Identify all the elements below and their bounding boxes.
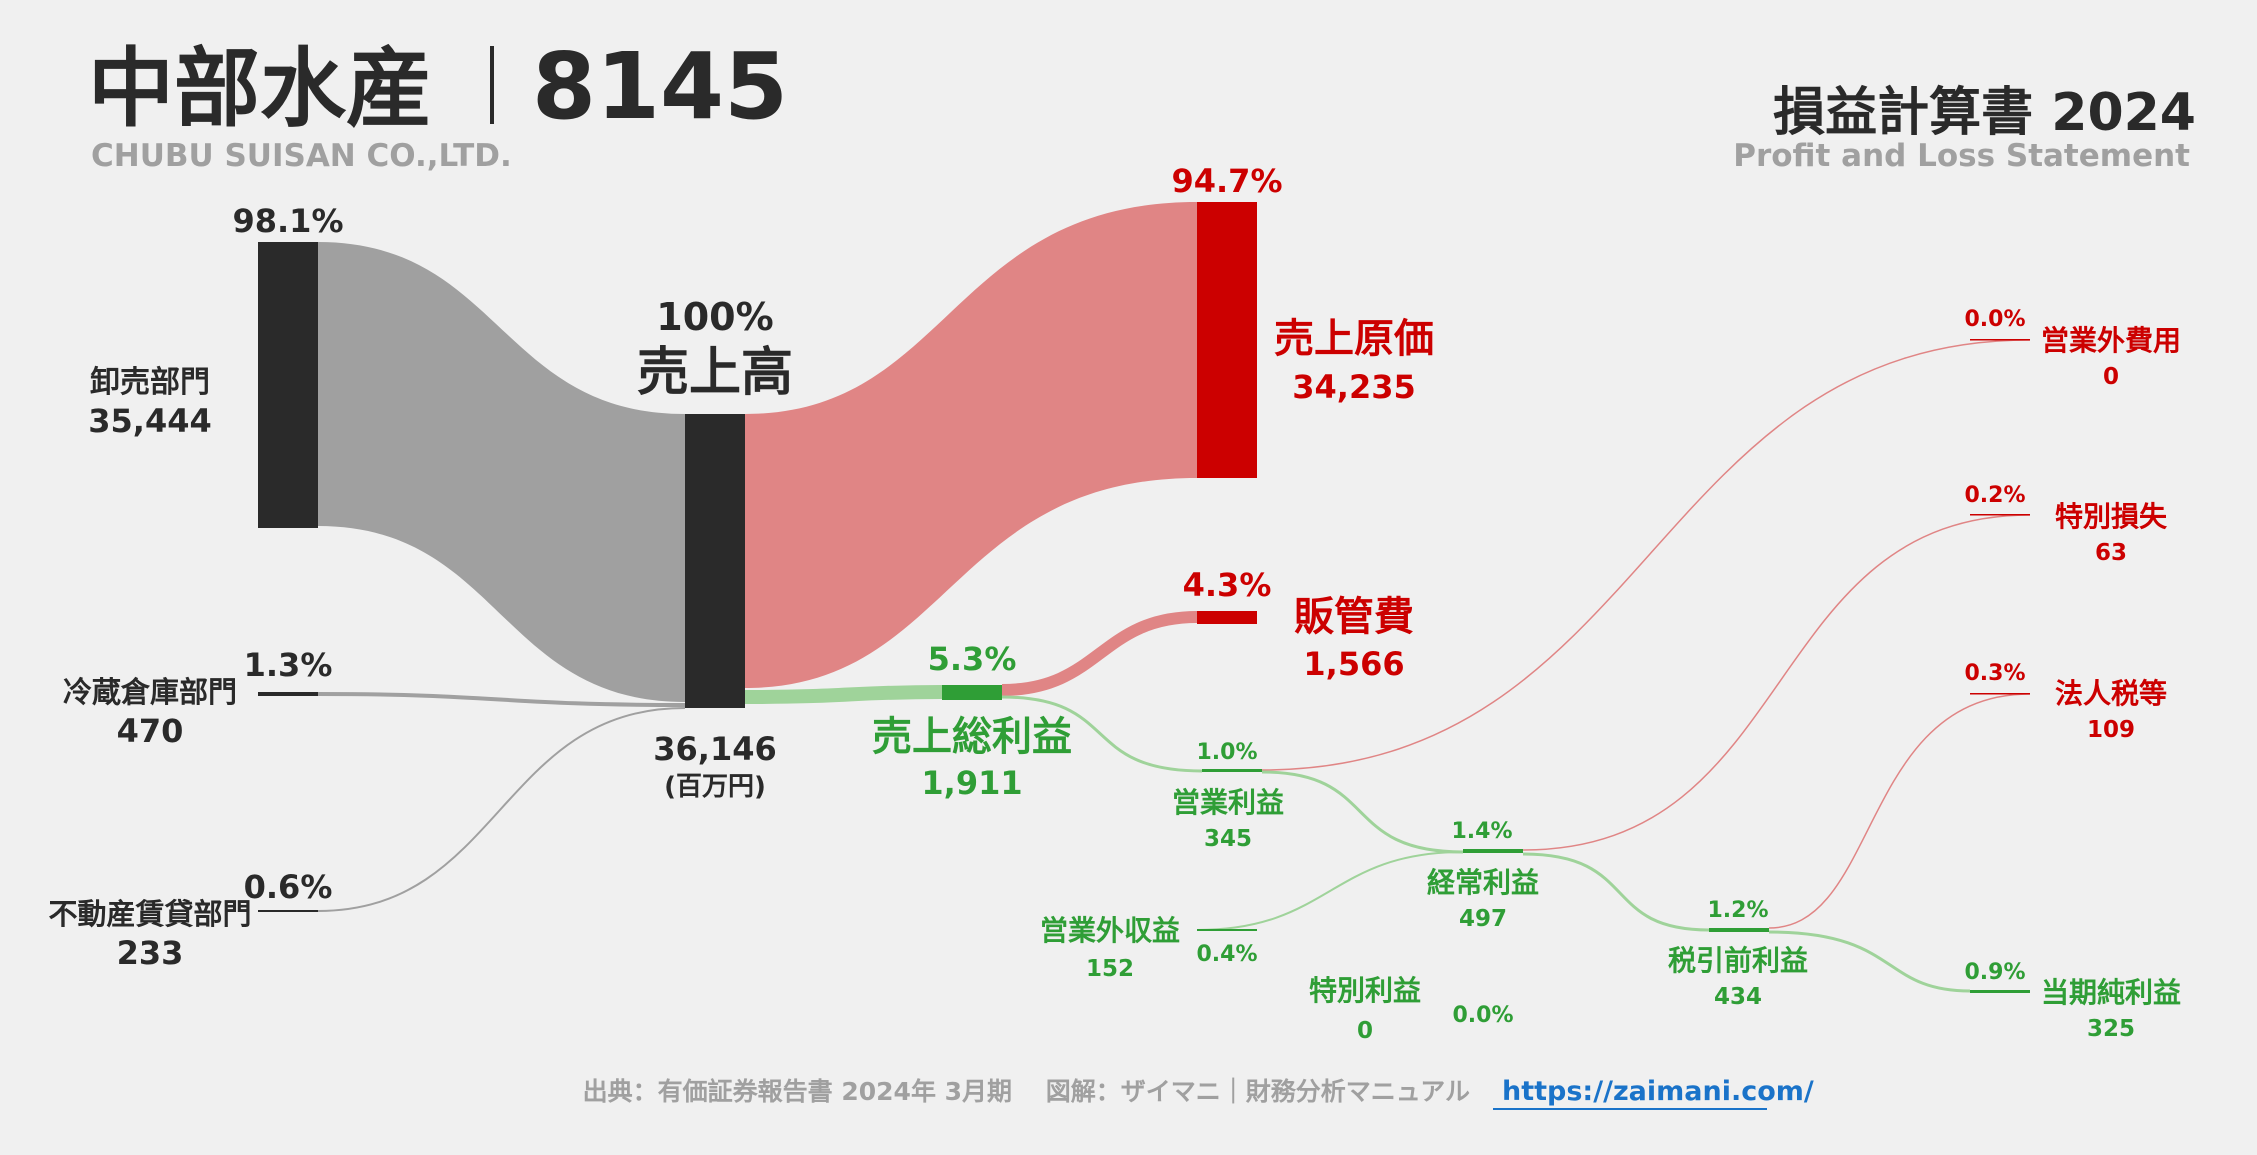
node-name-net: 当期純利益 <box>2041 976 2181 1009</box>
flow-realestate-revenue <box>317 707 686 912</box>
value-label-operating: 345 <box>1204 826 1252 852</box>
company-name-en: CHUBU SUISAN CO.,LTD. <box>91 138 512 174</box>
title-divider <box>490 46 494 124</box>
node-bar-sga <box>1197 611 1257 624</box>
node-bar-gross <box>942 685 1002 700</box>
flow-wholesale-revenue <box>318 242 685 702</box>
flow-ordinary-extra-loss <box>1522 514 2031 851</box>
node-bar-pretax <box>1709 928 1769 932</box>
flow-revenue-gross <box>744 685 943 704</box>
node-name-cold: 冷蔵倉庫部門 <box>63 675 237 709</box>
value-label-wholesale: 35,444 <box>88 402 211 440</box>
statement-title-en: Profit and Loss Statement <box>1733 138 2190 174</box>
node-bar-nonop-exp <box>1970 339 2030 341</box>
node-name-cogs: 売上原価 <box>1274 316 1434 362</box>
node-name-wholesale: 卸売部門 <box>90 365 210 400</box>
value-label-cold: 470 <box>117 712 184 750</box>
footer: 出典：有価証券報告書 2024年 3月期 図解：ザイマニ｜財務分析マニュアル h… <box>583 1076 1814 1110</box>
node-name-nonop-exp: 営業外費用 <box>2041 324 2181 357</box>
pct-label-gross: 5.3% <box>928 640 1017 678</box>
pct-label-net: 0.9% <box>1964 960 2025 985</box>
header: 中部水産 8145 CHUBU SUISAN CO.,LTD. 損益計算書 20… <box>88 33 2196 174</box>
pct-label-nonop-exp: 0.0% <box>1964 307 2025 332</box>
flow-ordinary-pretax <box>1522 852 1710 932</box>
pct-label-pretax: 1.2% <box>1707 898 1768 923</box>
value-label-gross: 1,911 <box>921 764 1022 802</box>
node-bar-operating <box>1202 769 1262 772</box>
flow-cold-revenue <box>317 692 686 707</box>
pct-label-revenue: 100% <box>656 295 773 339</box>
pct-label-operating: 1.0% <box>1196 740 1257 765</box>
node-bar-wholesale <box>258 242 318 528</box>
node-name-extra-loss: 特別損失 <box>2055 500 2168 533</box>
pct-label-nonop-inc: 0.4% <box>1196 942 1257 967</box>
statement-title: 損益計算書 2024 <box>1773 83 2196 143</box>
node-bar-realestate <box>258 910 318 912</box>
flow-pretax-net <box>1768 930 1971 993</box>
unit-label: (百万円) <box>664 772 766 802</box>
node-bar-ordinary <box>1463 849 1523 853</box>
flow-revenue-cogs <box>745 202 1197 688</box>
value-label-sga: 1,566 <box>1303 645 1404 683</box>
pct-label-ordinary: 1.4% <box>1451 819 1512 844</box>
value-label-cogs: 34,235 <box>1292 368 1415 406</box>
node-name-tax: 法人税等 <box>2055 677 2167 710</box>
value-label-extra-loss: 63 <box>2095 540 2127 566</box>
node-name-extra-gain: 特別利益 <box>1309 974 1421 1007</box>
flow-operating-ordinary <box>1261 770 1464 854</box>
flow-nonop-inc-ordinary <box>1196 851 1464 931</box>
node-name-operating: 営業利益 <box>1172 786 1284 819</box>
pct-label-tax: 0.3% <box>1964 661 2025 686</box>
pct-label-wholesale: 98.1% <box>232 202 343 240</box>
node-name-ordinary: 経常利益 <box>1427 866 1539 899</box>
node-bar-extra-loss <box>1970 514 2030 516</box>
value-label-nonop-inc: 152 <box>1086 956 1134 982</box>
source-credit: 出典：有価証券報告書 2024年 3月期 図解：ザイマニ｜財務分析マニュアル <box>583 1077 1470 1106</box>
pct-label-extra-gain: 0.0% <box>1452 1003 1513 1028</box>
node-bar-cogs <box>1197 202 1257 478</box>
pct-label-extra-loss: 0.2% <box>1964 483 2025 508</box>
value-label-nonop-exp: 0 <box>2103 364 2119 390</box>
value-label-extra-gain: 0 <box>1357 1018 1373 1044</box>
node-name-gross: 売上総利益 <box>872 714 1072 760</box>
value-label-net: 325 <box>2087 1016 2135 1042</box>
pct-label-cogs: 94.7% <box>1171 162 1282 200</box>
node-name-realestate: 不動産賃貸部門 <box>48 897 251 931</box>
node-bars <box>258 202 2030 993</box>
site-link[interactable]: https://zaimani.com/ <box>1502 1076 1814 1107</box>
value-label-ordinary: 497 <box>1459 906 1507 932</box>
flow-gross-sga <box>1001 611 1198 696</box>
flow-operating-nonop-exp <box>1261 339 2031 771</box>
value-label-realestate: 233 <box>117 934 184 972</box>
node-name-sga: 販管費 <box>1294 594 1414 640</box>
node-bar-tax <box>1970 693 2030 695</box>
value-label-tax: 109 <box>2087 717 2135 743</box>
flow-pretax-tax <box>1768 693 2031 929</box>
value-label-revenue: 36,146 <box>653 730 776 768</box>
node-name-pretax: 税引前利益 <box>1668 944 1808 977</box>
node-bar-cold <box>258 692 318 696</box>
pct-label-sga: 4.3% <box>1183 566 1272 604</box>
flows <box>317 202 2031 993</box>
node-labels: 98.1% 卸売部門 35,444 1.3% 冷蔵倉庫部門 470 0.6% 不… <box>48 162 2181 1044</box>
node-name-nonop-inc: 営業外収益 <box>1040 914 1180 947</box>
node-bar-nonop-inc <box>1197 929 1257 931</box>
site-link-underline <box>1493 1108 1767 1110</box>
stock-code: 8145 <box>532 33 788 140</box>
node-bar-revenue <box>685 414 745 708</box>
flow-gross-operating <box>1001 695 1203 773</box>
node-name-revenue: 売上高 <box>637 343 793 403</box>
node-bar-net <box>1970 990 2030 993</box>
pct-label-cold: 1.3% <box>244 646 333 684</box>
company-name: 中部水産 <box>88 39 432 139</box>
value-label-pretax: 434 <box>1714 984 1762 1010</box>
pct-label-realestate: 0.6% <box>244 868 333 906</box>
